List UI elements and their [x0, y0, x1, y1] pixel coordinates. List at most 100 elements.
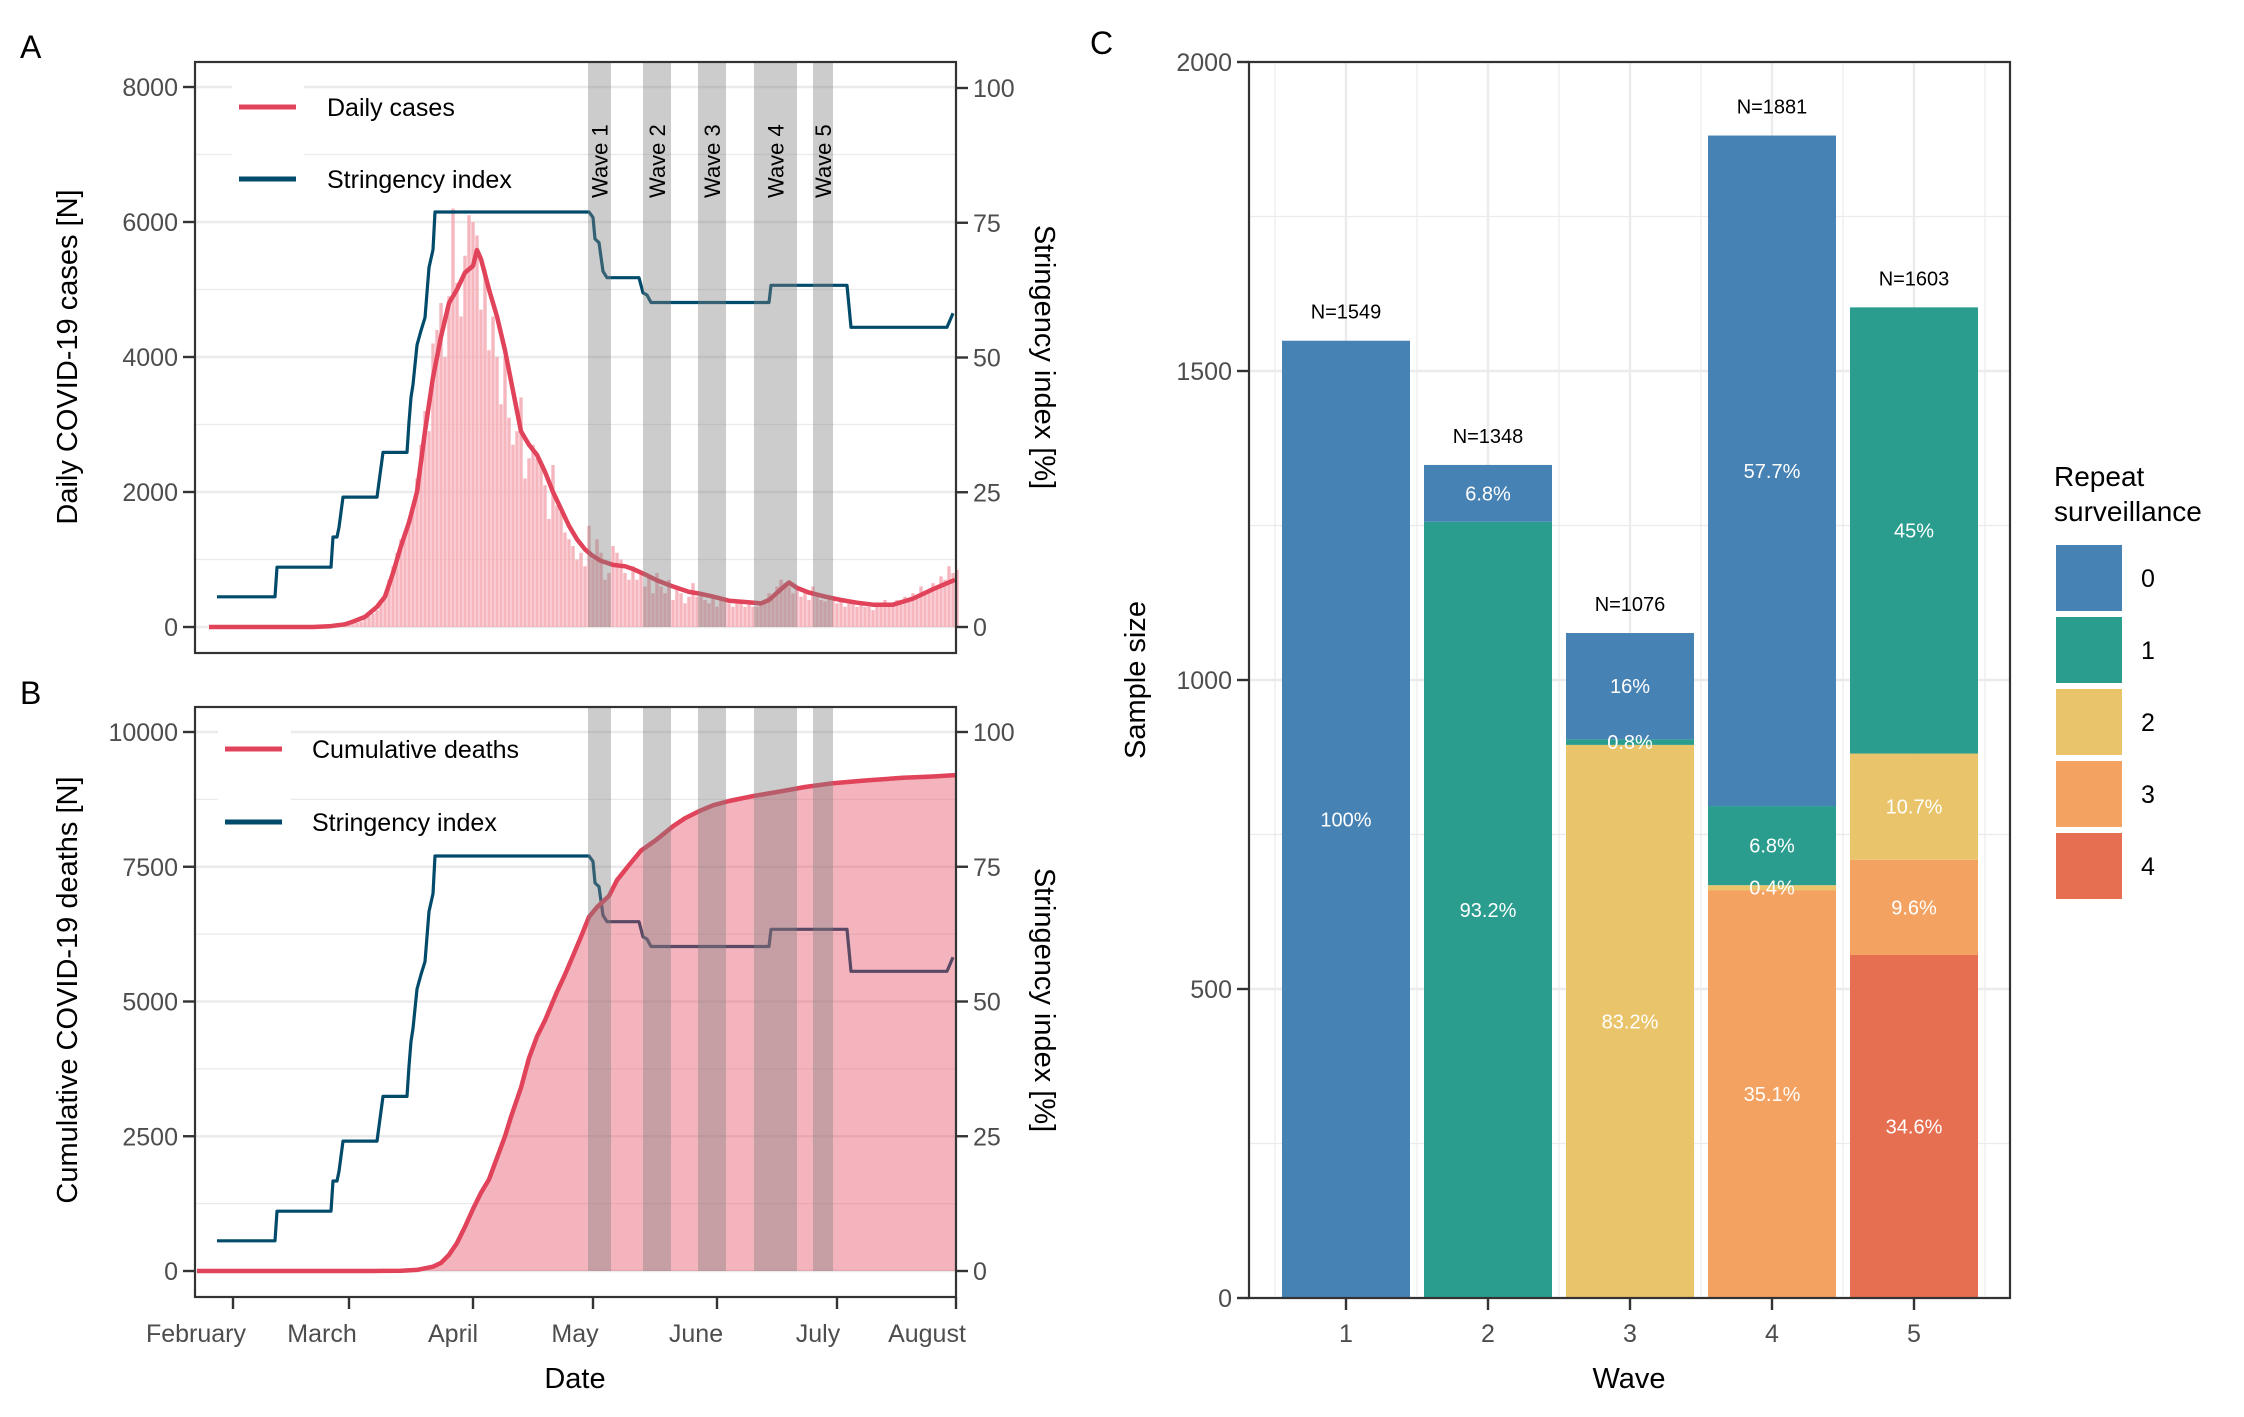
daily-case-bar: [399, 539, 403, 627]
panel-a-wave-bands: [588, 63, 833, 627]
panel-b-left-axis: 0 2500 5000 7500 10000: [108, 719, 195, 1286]
bar-percent-label: 0.4%: [1749, 878, 1795, 900]
daily-case-bar: [635, 579, 639, 627]
legend-key-repeat-1: [2056, 617, 2122, 683]
daily-case-bar: [763, 600, 767, 627]
legend-label-repeat-1: 1: [2141, 637, 2155, 665]
daily-case-bar: [727, 603, 731, 627]
daily-case-bar: [927, 589, 931, 627]
daily-case-bar: [383, 593, 387, 627]
daily-case-bar: [715, 606, 719, 627]
daily-case-bar: [915, 596, 919, 627]
daily-case-bar: [939, 576, 943, 627]
legend-key-repeat-0: [2056, 545, 2122, 611]
x-tick-label: July: [796, 1320, 841, 1348]
daily-case-bar: [371, 613, 375, 627]
daily-case-bar: [671, 600, 675, 627]
daily-case-bar: [827, 596, 831, 627]
panel-tag-a: A: [20, 29, 42, 65]
daily-case-bar: [359, 621, 363, 627]
bar-segment: [1424, 521, 1552, 1298]
daily-case-bar: [807, 600, 811, 627]
daily-case-bar: [943, 579, 947, 627]
y-tick-label: 2000: [1176, 49, 1232, 77]
bar-percent-label: 0.8%: [1607, 732, 1653, 754]
daily-case-bar: [923, 593, 927, 627]
bar-segment: [1424, 464, 1552, 522]
daily-case-bar: [683, 603, 687, 627]
x-tick-label: 5: [1907, 1320, 1921, 1348]
daily-cases-rolling-average-line: [209, 247, 956, 630]
panel-c-legend: Repeat surveillance 0 1 2 3 4: [2054, 461, 2202, 899]
bar-segment: [1850, 753, 1978, 860]
daily-case-bar: [591, 559, 595, 627]
daily-case-bar: [823, 601, 827, 627]
bar-segment: [1566, 633, 1694, 740]
cumulative-deaths-area: [197, 775, 955, 1271]
daily-case-bar: [911, 593, 915, 627]
bar-segment: [1708, 890, 1836, 1298]
daily-case-bar: [503, 357, 507, 627]
bar-percent-label: 100%: [1320, 809, 1371, 831]
daily-case-bar: [639, 573, 643, 627]
daily-case-bar: [511, 444, 515, 627]
daily-case-bar: [879, 606, 883, 627]
panel-a-lines: [209, 210, 956, 630]
y-tick-label: 5000: [122, 989, 178, 1017]
daily-case-bar: [831, 600, 835, 627]
daily-case-bar: [447, 296, 451, 627]
daily-case-bar: [751, 606, 755, 627]
daily-case-bar: [631, 566, 635, 627]
y2-tick-label: 50: [973, 345, 1001, 373]
daily-case-bar: [735, 603, 739, 627]
daily-case-bar: [667, 579, 671, 627]
y2-tick-label: 75: [973, 210, 1001, 238]
wave-band: [643, 63, 671, 627]
wave-label: Wave 2: [645, 124, 670, 198]
daily-case-bar: [687, 596, 691, 627]
daily-case-bar: [819, 600, 823, 627]
y-tick-label: 8000: [122, 74, 178, 102]
legend-label-daily-cases: Daily cases: [327, 94, 455, 122]
bar-segment: [1566, 739, 1694, 745]
legend-label-repeat-2: 2: [2141, 709, 2155, 737]
daily-case-bar: [403, 532, 407, 627]
daily-case-bar: [547, 519, 551, 627]
daily-case-bar: [451, 208, 455, 627]
x-tick-label: 3: [1623, 1320, 1637, 1348]
daily-case-bar: [775, 586, 779, 627]
daily-case-bar: [375, 610, 379, 627]
daily-case-bar: [919, 586, 923, 627]
y-tick-label: 7500: [122, 854, 178, 882]
daily-case-bar: [583, 566, 587, 627]
wave-band: [754, 708, 797, 1271]
daily-case-bar: [663, 593, 667, 627]
daily-case-bar: [883, 600, 887, 627]
panel-b-y2-axis-title: Stringency index [%]: [1028, 868, 1060, 1132]
y2-tick-label: 0: [973, 1258, 987, 1286]
stringency-index-line: [217, 854, 955, 1243]
bar-segment: [1282, 340, 1410, 1298]
daily-case-bar: [627, 579, 631, 627]
daily-case-bar: [595, 539, 599, 627]
x-tick-label: June: [669, 1320, 723, 1348]
daily-case-bar: [575, 559, 579, 627]
daily-case-bar: [559, 512, 563, 627]
daily-case-bar: [471, 222, 475, 627]
daily-case-bar: [747, 603, 751, 627]
daily-case-bar: [387, 579, 391, 627]
legend-key-background: [232, 68, 304, 214]
daily-case-bar: [771, 596, 775, 627]
daily-case-bar: [435, 330, 439, 627]
daily-case-bar: [743, 606, 747, 627]
daily-case-bar: [395, 552, 399, 627]
daily-case-bar: [811, 586, 815, 627]
daily-case-bar: [623, 573, 627, 627]
daily-case-bar: [719, 600, 723, 627]
x-tick-label: 2: [1481, 1320, 1495, 1348]
daily-case-bar: [407, 519, 411, 627]
legend-title-line-2: surveillance: [2054, 496, 2202, 527]
daily-case-bar: [935, 586, 939, 627]
legend-keys: 0 1 2 3 4: [2056, 545, 2155, 899]
daily-case-bar: [355, 622, 359, 627]
